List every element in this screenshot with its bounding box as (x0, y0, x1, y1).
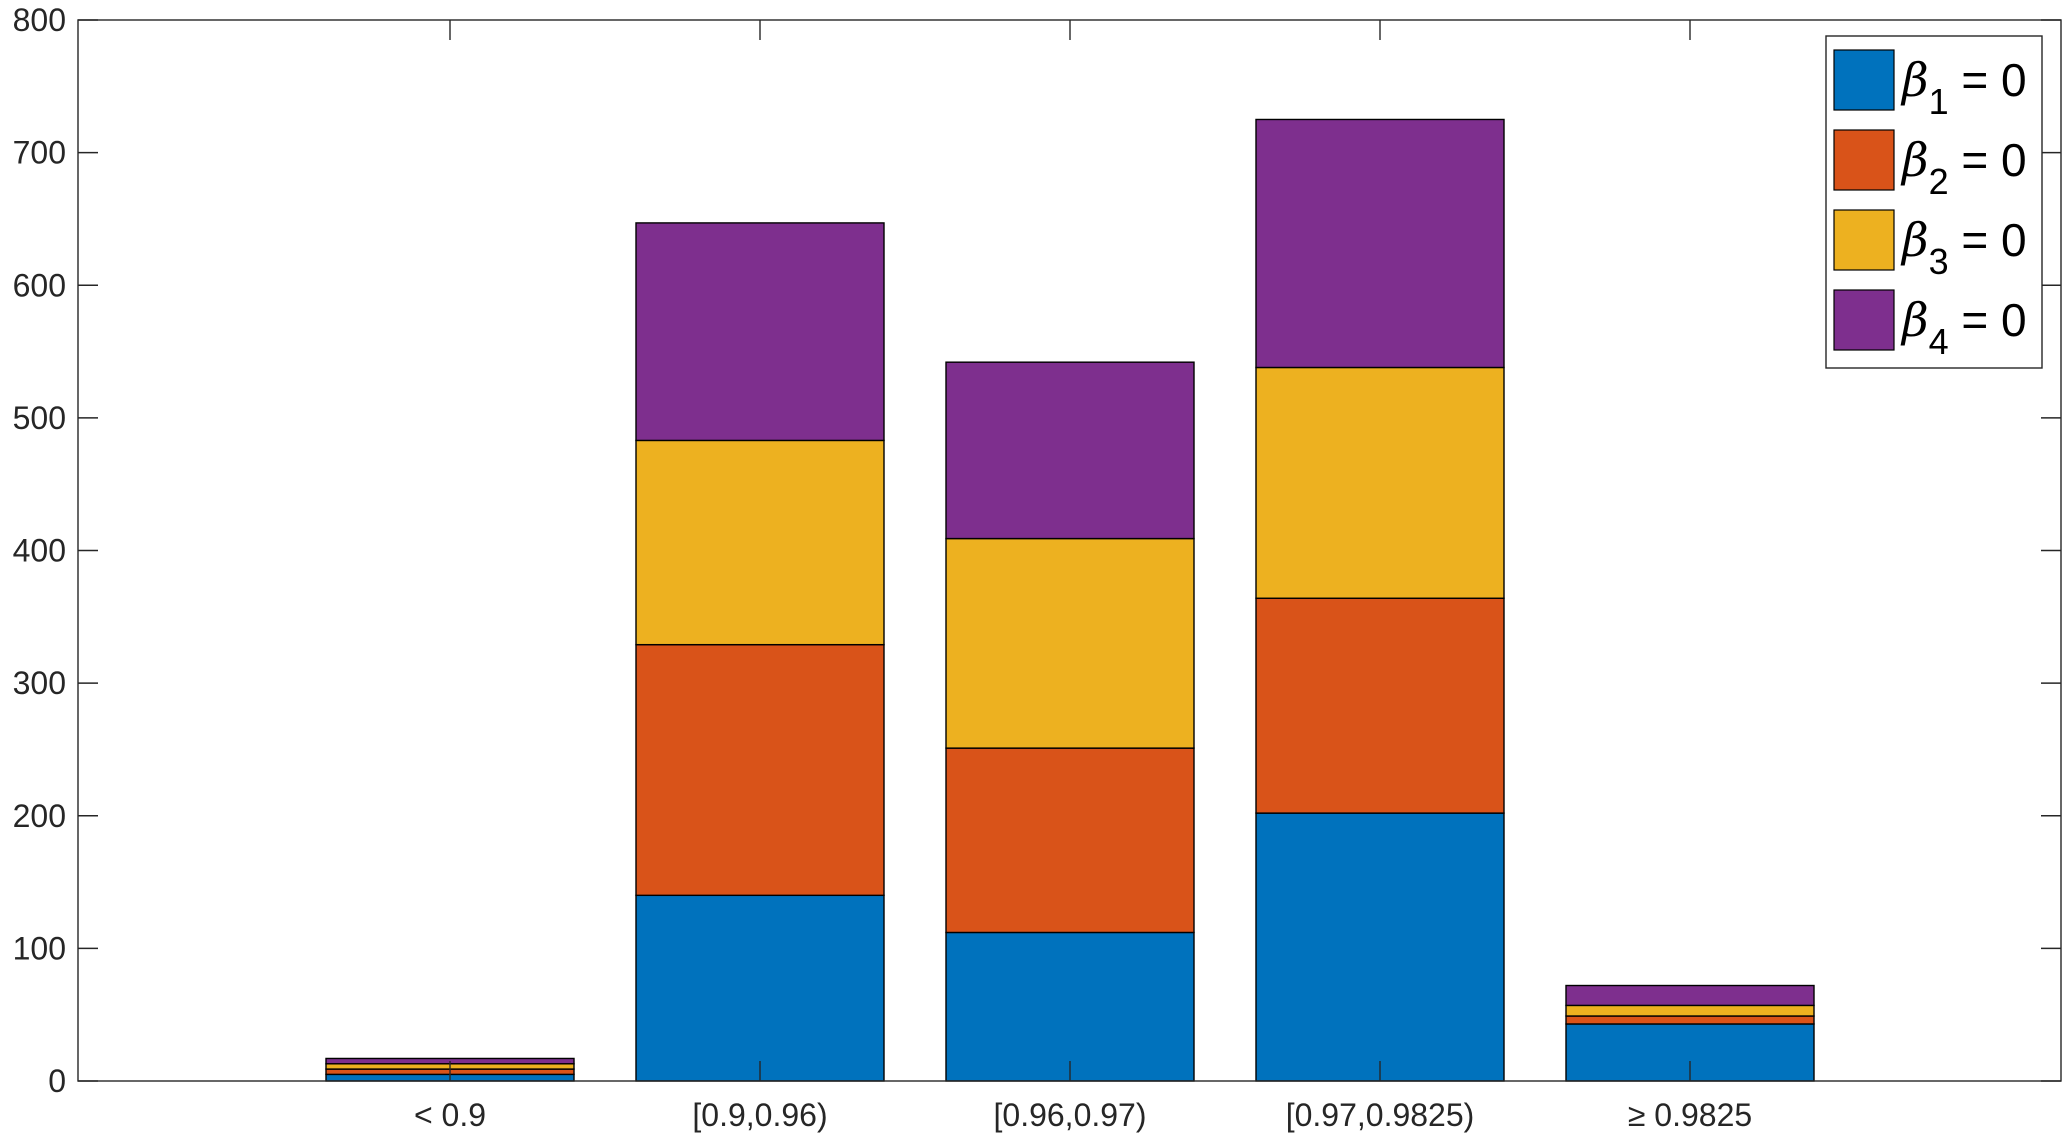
legend-label-1: β1 = 0 (1900, 53, 2027, 122)
legend-label-2: β2 = 0 (1900, 133, 2027, 202)
x-tick-label: [0.97,0.9825) (1286, 1097, 1475, 1133)
bar-segment-3-cat-4 (1255, 366, 1505, 599)
y-tick-label: 200 (13, 798, 66, 834)
x-tick-label: < 0.9 (414, 1097, 486, 1133)
bar-segment-4-cat-4 (1255, 118, 1505, 369)
bar-segment-1-cat-2 (635, 894, 885, 1082)
legend-swatch-2 (1833, 129, 1895, 191)
y-tick-label: 600 (13, 267, 66, 303)
bars-layer (325, 118, 1815, 1082)
legend-label-4: β4 = 0 (1900, 293, 2027, 362)
y-tick-label: 0 (48, 1063, 66, 1099)
bar-segment-3-cat-2 (635, 439, 885, 646)
bar-segment-2-cat-3 (945, 747, 1195, 934)
y-tick-label: 300 (13, 665, 66, 701)
bar-segment-1-cat-4 (1255, 812, 1505, 1082)
bar-segment-4-cat-2 (635, 222, 885, 442)
y-tick-label: 500 (13, 400, 66, 436)
legend-swatch-4 (1833, 289, 1895, 351)
legend-label-3: β3 = 0 (1900, 213, 2027, 282)
bar-segment-3-cat-3 (945, 537, 1195, 749)
x-tick-label: [0.96,0.97) (994, 1097, 1147, 1133)
bar-segment-4-cat-3 (945, 361, 1195, 540)
y-tick-label: 800 (13, 2, 66, 38)
bar-segment-1-cat-3 (945, 931, 1195, 1082)
bar-segment-2-cat-4 (1255, 597, 1505, 814)
legend-swatch-1 (1833, 49, 1895, 111)
x-tick-label: [0.9,0.96) (692, 1097, 827, 1133)
legend-swatch-3 (1833, 209, 1895, 271)
bar-segment-3-cat-5 (1565, 1004, 1815, 1017)
bar-segment-2-cat-5 (1565, 1015, 1815, 1025)
bar-segment-2-cat-2 (635, 643, 885, 897)
x-tick-label: ≥ 0.9825 (1628, 1097, 1752, 1133)
axes-layer: 0 100 200 300 400 500 600 700 800 < 0.9 [0.9,0.96)… (13, 2, 2062, 1133)
y-tick-label: 100 (13, 930, 66, 966)
legend: β1 = 0 β2 = 0 β3 = 0 β4 = 0 (1825, 35, 2043, 369)
y-tick-label: 700 (13, 135, 66, 171)
y-tick-label: 400 (13, 533, 66, 569)
bar-segment-4-cat-5 (1565, 984, 1815, 1007)
